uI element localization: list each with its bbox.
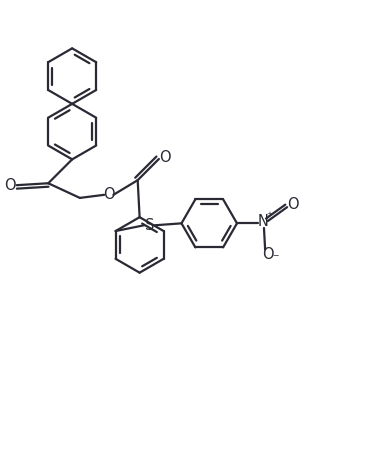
Text: $^-$: $^-$ xyxy=(271,253,280,263)
Text: O: O xyxy=(262,247,273,263)
Text: O: O xyxy=(4,178,16,193)
Text: O: O xyxy=(103,187,115,202)
Text: N: N xyxy=(258,214,269,229)
Text: O: O xyxy=(159,150,171,164)
Text: $^+$: $^+$ xyxy=(265,211,274,221)
Text: S: S xyxy=(145,218,154,233)
Text: O: O xyxy=(287,198,298,212)
